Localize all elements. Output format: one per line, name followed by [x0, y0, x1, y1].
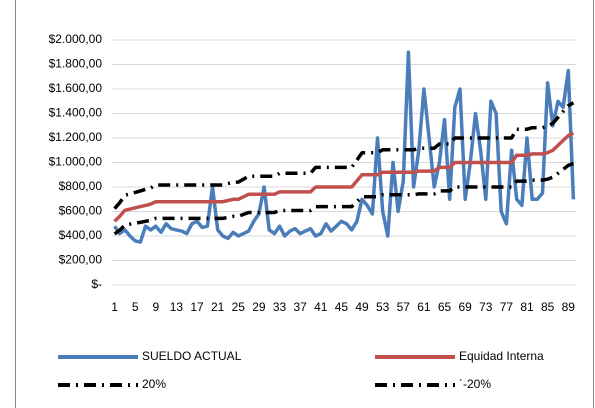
x-tick-label: 81 — [520, 300, 534, 314]
y-tick-label: $1.400,00 — [49, 106, 103, 120]
y-tick-label: $400,00 — [59, 228, 103, 242]
x-tick-label: 77 — [500, 300, 514, 314]
y-tick-label: $1.200,00 — [49, 130, 103, 144]
legend-label: SUELDO ACTUAL — [142, 349, 242, 363]
x-tick-label: 37 — [293, 300, 307, 314]
x-tick-label: 69 — [458, 300, 472, 314]
x-tick-label: 61 — [417, 300, 431, 314]
x-tick-label: 5 — [132, 300, 139, 314]
y-tick-label: $2.000,00 — [49, 32, 103, 46]
x-tick-label: 1 — [111, 300, 118, 314]
x-tick-label: 73 — [479, 300, 493, 314]
y-tick-label: $200,00 — [59, 253, 103, 267]
x-tick-label: 53 — [376, 300, 390, 314]
x-tick-label: 29 — [252, 300, 266, 314]
y-tick-label: $- — [91, 277, 102, 291]
series-line — [113, 50, 576, 244]
legend-label: Equidad Interna — [459, 349, 544, 363]
x-tick-label: 85 — [541, 300, 555, 314]
y-tick-label: $1.000,00 — [49, 155, 103, 169]
y-tick-label: $800,00 — [59, 179, 103, 193]
series-line — [113, 161, 575, 236]
legend-label: ´-20% — [459, 377, 491, 391]
x-tick-label: 9 — [152, 300, 159, 314]
y-tick-label: $600,00 — [59, 204, 103, 218]
y-tick-label: $1.800,00 — [49, 57, 103, 71]
x-tick-label: 17 — [190, 300, 204, 314]
x-tick-label: 89 — [562, 300, 576, 314]
x-tick-label: 21 — [211, 300, 225, 314]
series-line — [113, 101, 575, 210]
legend-label: 20% — [142, 377, 166, 391]
x-tick-label: 25 — [232, 300, 246, 314]
x-tick-label: 33 — [273, 300, 287, 314]
x-tick-label: 13 — [170, 300, 184, 314]
y-tick-label: $1.600,00 — [49, 81, 103, 95]
x-tick-label: 45 — [335, 300, 349, 314]
x-tick-label: 41 — [314, 300, 328, 314]
x-tick-label: 49 — [355, 300, 369, 314]
x-tick-label: 57 — [397, 300, 411, 314]
chart-frame — [15, 0, 594, 408]
x-tick-label: 65 — [438, 300, 452, 314]
series-line — [113, 131, 575, 223]
